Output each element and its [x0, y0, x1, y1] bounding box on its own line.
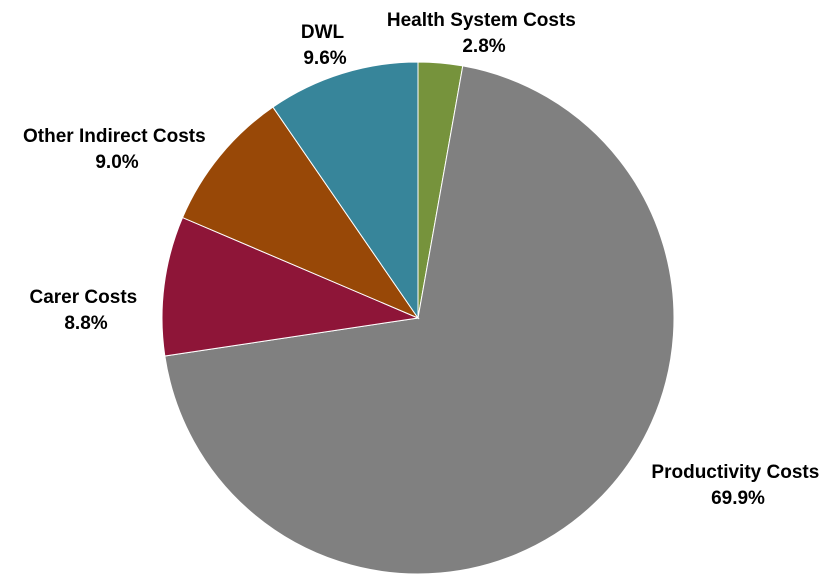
label-percent-dwl: 9.6% — [303, 48, 346, 69]
label-health-system-costs: Health System Costs 2.8% — [387, 10, 581, 57]
pie-labels: Health System Costs 2.8% Productivity Co… — [23, 10, 824, 509]
slice-dwl — [272, 61, 419, 320]
label-name-health-system-costs: Health System Costs — [387, 10, 576, 31]
label-dwl: DWL 9.6% — [301, 22, 349, 69]
slice-productivity-costs — [164, 65, 675, 574]
label-percent-other-indirect-costs: 9.0% — [95, 152, 138, 173]
label-other-indirect-costs: Other Indirect Costs 9.0% — [23, 126, 211, 173]
label-carer-costs: Carer Costs 8.8% — [30, 287, 143, 334]
label-name-productivity-costs: Productivity Costs — [651, 462, 819, 483]
label-percent-carer-costs: 8.8% — [64, 313, 107, 334]
label-name-carer-costs: Carer Costs — [30, 287, 138, 308]
label-percent-health-system-costs: 2.8% — [462, 36, 505, 57]
pie-slices — [161, 61, 675, 574]
label-name-dwl: DWL — [301, 22, 345, 43]
slice-carer-costs — [161, 216, 420, 357]
label-percent-productivity-costs: 69.9% — [711, 488, 765, 509]
label-name-other-indirect-costs: Other Indirect Costs — [23, 126, 206, 147]
slice-other-indirect-costs — [181, 106, 420, 320]
label-productivity-costs: Productivity Costs 69.9% — [651, 462, 824, 509]
